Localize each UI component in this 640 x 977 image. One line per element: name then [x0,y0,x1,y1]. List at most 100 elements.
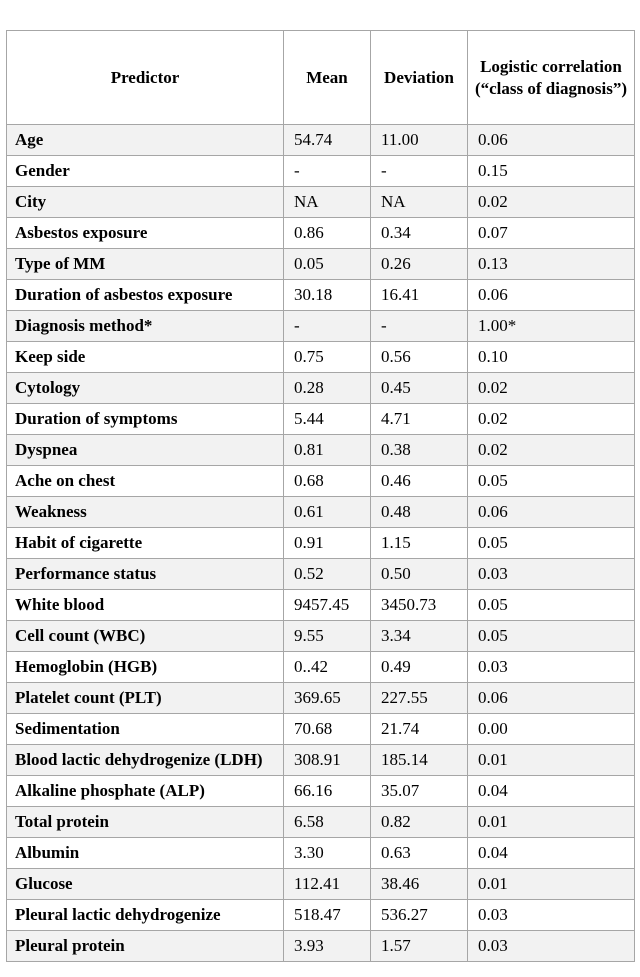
cell-correlation: 0.03 [467,651,635,683]
table-row: Age 54.74 11.00 0.06 [6,124,635,156]
cell-deviation: 0.49 [370,651,468,683]
table-row: Weakness 0.61 0.48 0.06 [6,496,635,528]
table-row: Sedimentation 70.68 21.74 0.00 [6,713,635,745]
cell-mean: 369.65 [283,682,371,714]
cell-deviation: 3.34 [370,620,468,652]
cell-mean: - [283,310,371,342]
cell-predictor: Weakness [6,496,284,528]
cell-deviation: - [370,310,468,342]
cell-predictor: Duration of symptoms [6,403,284,435]
cell-deviation: 1.15 [370,527,468,559]
table-row: Total protein 6.58 0.82 0.01 [6,806,635,838]
cell-predictor: Albumin [6,837,284,869]
table-row: Diagnosis method* - - 1.00* [6,310,635,342]
cell-deviation: 0.48 [370,496,468,528]
cell-mean: 0.28 [283,372,371,404]
table-row: Pleural lactic dehydrogenize 518.47 536.… [6,899,635,931]
cell-predictor: Cell count (WBC) [6,620,284,652]
cell-deviation: 185.14 [370,744,468,776]
data-statistics-table: Predictor Mean Deviation Logistic correl… [6,30,635,962]
table-row: Asbestos exposure 0.86 0.34 0.07 [6,217,635,249]
cell-predictor: Hemoglobin (HGB) [6,651,284,683]
table-row: Dyspnea 0.81 0.38 0.02 [6,434,635,466]
cell-predictor: White blood [6,589,284,621]
cell-deviation: 3450.73 [370,589,468,621]
cell-predictor: Pleural lactic dehydrogenize [6,899,284,931]
cell-predictor: Duration of asbestos exposure [6,279,284,311]
cell-correlation: 0.01 [467,744,635,776]
cell-mean: 70.68 [283,713,371,745]
cell-correlation: 0.03 [467,558,635,590]
cell-deviation: 0.46 [370,465,468,497]
cell-deviation: 38.46 [370,868,468,900]
cell-correlation: 0.05 [467,527,635,559]
cell-mean: 3.93 [283,930,371,962]
cell-mean: 0.68 [283,465,371,497]
cell-predictor: Glucose [6,868,284,900]
cell-correlation: 0.00 [467,713,635,745]
table-row: Habit of cigarette 0.91 1.15 0.05 [6,527,635,559]
cell-correlation: 0.02 [467,186,635,218]
cell-predictor: Pleural protein [6,930,284,962]
cell-deviation: 35.07 [370,775,468,807]
cell-correlation: 0.10 [467,341,635,373]
cell-predictor: Keep side [6,341,284,373]
table-row: Glucose 112.41 38.46 0.01 [6,868,635,900]
cell-correlation: 1.00* [467,310,635,342]
cell-mean: 308.91 [283,744,371,776]
cell-predictor: Total protein [6,806,284,838]
header-row: Predictor Mean Deviation Logistic correl… [6,30,635,125]
table-row: Hemoglobin (HGB) 0..42 0.49 0.03 [6,651,635,683]
cell-predictor: Performance status [6,558,284,590]
cell-deviation: - [370,155,468,187]
cell-correlation: 0.06 [467,124,635,156]
table-row: Cytology 0.28 0.45 0.02 [6,372,635,404]
cell-correlation: 0.02 [467,434,635,466]
cell-predictor: Diagnosis method* [6,310,284,342]
cell-deviation: 1.57 [370,930,468,962]
cell-mean: 9.55 [283,620,371,652]
table-row: Cell count (WBC) 9.55 3.34 0.05 [6,620,635,652]
cell-mean: 5.44 [283,403,371,435]
table-row: Pleural protein 3.93 1.57 0.03 [6,930,635,962]
cell-mean: NA [283,186,371,218]
cell-deviation: 4.71 [370,403,468,435]
cell-predictor: Type of MM [6,248,284,280]
cell-mean: 0.86 [283,217,371,249]
cell-correlation: 0.03 [467,899,635,931]
cell-deviation: 0.45 [370,372,468,404]
cell-deviation: 536.27 [370,899,468,931]
cell-mean: 54.74 [283,124,371,156]
cell-predictor: Sedimentation [6,713,284,745]
cell-deviation: 0.50 [370,558,468,590]
table-row: White blood 9457.45 3450.73 0.05 [6,589,635,621]
cell-predictor: Habit of cigarette [6,527,284,559]
cell-correlation: 0.15 [467,155,635,187]
cell-correlation: 0.02 [467,403,635,435]
header-predictor: Predictor [6,30,284,125]
table-row: Duration of symptoms 5.44 4.71 0.02 [6,403,635,435]
cell-mean: 0.52 [283,558,371,590]
cell-predictor: Alkaline phosphate (ALP) [6,775,284,807]
cell-predictor: Dyspnea [6,434,284,466]
table-row: Ache on chest 0.68 0.46 0.05 [6,465,635,497]
cell-deviation: NA [370,186,468,218]
cell-deviation: 0.38 [370,434,468,466]
table-row: City NA NA 0.02 [6,186,635,218]
cell-correlation: 0.02 [467,372,635,404]
table-caption: Table 1: Data statistics [0,0,640,5]
cell-predictor: Age [6,124,284,156]
cell-predictor: Ache on chest [6,465,284,497]
header-deviation: Deviation [370,30,468,125]
cell-correlation: 0.05 [467,589,635,621]
table-row: Blood lactic dehydrogenize (LDH) 308.91 … [6,744,635,776]
cell-deviation: 16.41 [370,279,468,311]
table-row: Alkaline phosphate (ALP) 66.16 35.07 0.0… [6,775,635,807]
cell-deviation: 0.34 [370,217,468,249]
cell-predictor: Cytology [6,372,284,404]
cell-correlation: 0.04 [467,837,635,869]
cell-mean: 0.81 [283,434,371,466]
cell-deviation: 0.26 [370,248,468,280]
cell-predictor: City [6,186,284,218]
cell-deviation: 21.74 [370,713,468,745]
